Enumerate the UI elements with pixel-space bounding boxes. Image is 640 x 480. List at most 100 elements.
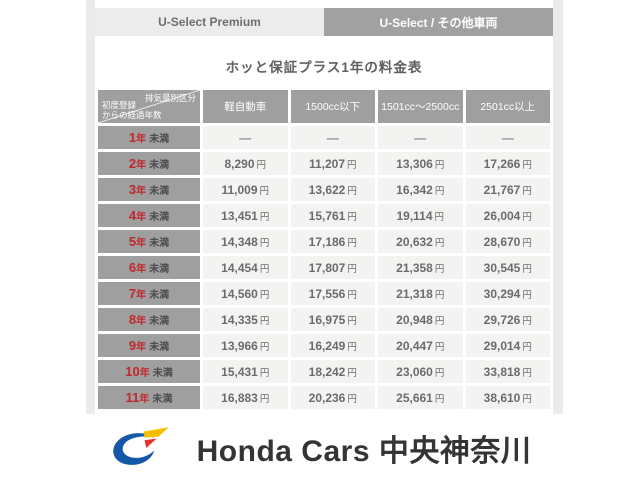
price-value: 25,661 <box>396 390 433 405</box>
price-unit: 円 <box>522 315 532 327</box>
row-label-suffix: 未満 <box>149 185 170 197</box>
price-value: 13,966 <box>221 338 258 353</box>
row-year-unit: 年 <box>136 133 147 145</box>
row-label: 3年 未満 <box>98 178 200 201</box>
price-unit: 円 <box>347 393 357 405</box>
column-header-2501cc: 2501cc以上 <box>465 90 550 123</box>
price-value: 14,348 <box>221 234 258 249</box>
price-unit: 円 <box>259 393 270 405</box>
price-unit: 円 <box>522 393 532 405</box>
row-year-number: 3 <box>128 181 137 197</box>
price-unit: 円 <box>259 263 270 275</box>
row-label-suffix: 未満 <box>149 263 170 275</box>
price-value: 8,290 <box>224 156 255 171</box>
price-unit: 円 <box>434 237 445 249</box>
price-unit: 円 <box>347 185 357 197</box>
price-value: 20,632 <box>396 234 433 249</box>
price-cell: 17,807 円 <box>290 256 375 279</box>
price-unit: 円 <box>259 341 270 353</box>
price-value: 17,266 <box>483 156 521 171</box>
price-value: 20,447 <box>396 338 433 353</box>
price-cell: 25,661 円 <box>378 386 463 409</box>
price-unit: 円 <box>522 211 532 223</box>
tab-u-select-premium[interactable]: U-Select Premium <box>95 8 324 36</box>
price-cell: 16,975 円 <box>290 308 375 331</box>
price-cell: 33,818 円 <box>465 360 550 383</box>
row-label-suffix: 未満 <box>149 237 170 249</box>
page-title: ホッと保証プラス1年の料金表 <box>225 60 423 75</box>
price-unit: 円 <box>347 211 357 223</box>
row-year-unit: 年 <box>136 185 147 197</box>
price-value: 23,060 <box>396 364 433 379</box>
price-unit: 円 <box>259 289 270 301</box>
table-row: 10年 未満 15,431 円 18,242 円 23,060 円 33,818 円 <box>98 360 550 383</box>
price-unit: 円 <box>434 367 445 379</box>
content-area: U-Select Premium U-Select / その他車両 ホッと保証プ… <box>95 0 553 412</box>
price-cell: 29,726 円 <box>465 308 550 331</box>
price-cell: 20,632 円 <box>378 230 463 253</box>
row-year-number: 9 <box>128 337 137 353</box>
price-cell: 16,883 円 <box>203 386 288 409</box>
row-label-suffix: 未満 <box>149 341 170 353</box>
price-value: 16,883 <box>221 390 258 405</box>
row-label: 8年 未満 <box>98 308 200 331</box>
price-value: 30,545 <box>483 260 521 275</box>
price-unit: 円 <box>522 159 532 171</box>
price-value: 14,335 <box>221 312 258 327</box>
table-row: 6年 未満 14,454 円 17,807 円 21,358 円 30,545 円 <box>98 256 550 279</box>
right-gutter <box>553 0 563 414</box>
footer-brand-text: Honda Cars 中央神奈川 <box>196 434 532 468</box>
row-year-unit: 年 <box>136 263 147 275</box>
price-cell: 18,242 円 <box>290 360 375 383</box>
price-cell: 11,207 円 <box>290 152 375 175</box>
price-value: 14,560 <box>221 286 258 301</box>
table-row: 1年 未満 — — — — <box>98 126 550 149</box>
price-value: 18,242 <box>308 364 346 379</box>
price-value: 16,249 <box>308 338 346 353</box>
price-unit: 円 <box>522 341 532 353</box>
empty-price-dash: — <box>414 130 427 145</box>
price-cell: 14,560 円 <box>203 282 288 305</box>
price-cell: 30,294 円 <box>465 282 550 305</box>
row-label: 4年 未満 <box>98 204 200 227</box>
left-gutter <box>86 0 95 414</box>
price-cell: 17,186 円 <box>290 230 375 253</box>
price-value: 17,807 <box>308 260 346 275</box>
price-unit: 円 <box>347 263 357 275</box>
table-row: 9年 未満 13,966 円 16,249 円 20,447 円 29,014 円 <box>98 334 550 357</box>
price-value: 29,726 <box>483 312 521 327</box>
price-value: 16,342 <box>396 182 433 197</box>
price-unit: 円 <box>522 237 532 249</box>
price-value: 13,451 <box>221 208 258 223</box>
price-unit: 円 <box>347 237 357 249</box>
price-unit: 円 <box>434 289 445 301</box>
tab-u-select-other[interactable]: U-Select / その他車両 <box>324 8 553 36</box>
price-cell: 11,009 円 <box>203 178 288 201</box>
row-year-unit: 年 <box>136 159 147 171</box>
price-cell: 20,948 円 <box>378 308 463 331</box>
price-cell: 21,318 円 <box>378 282 463 305</box>
price-unit: 円 <box>259 237 270 249</box>
price-cell: — <box>203 126 288 149</box>
row-label: 9年 未満 <box>98 334 200 357</box>
price-unit: 円 <box>259 367 270 379</box>
plan-tabs: U-Select Premium U-Select / その他車両 <box>95 8 553 36</box>
price-cell: — <box>378 126 463 149</box>
price-value: 17,556 <box>308 286 346 301</box>
price-cell: — <box>465 126 550 149</box>
price-unit: 円 <box>256 159 267 171</box>
table-row: 8年 未満 14,335 円 16,975 円 20,948 円 29,726 円 <box>98 308 550 331</box>
price-unit: 円 <box>347 341 357 353</box>
corner-label-displacement: 排気量別区分 <box>144 93 196 103</box>
table-corner-cell: 排気量別区分 初度登録 からの経過年数 <box>98 90 200 123</box>
price-cell: 17,266 円 <box>465 152 550 175</box>
price-cell: 19,114 円 <box>378 204 463 227</box>
row-label: 7年 未満 <box>98 282 200 305</box>
row-year-unit: 年 <box>136 289 147 301</box>
price-unit: 円 <box>347 289 357 301</box>
table-row: 3年 未満 11,009 円 13,622 円 16,342 円 21,767 円 <box>98 178 550 201</box>
price-unit: 円 <box>434 341 445 353</box>
price-cell: 20,447 円 <box>378 334 463 357</box>
price-unit: 円 <box>522 289 532 301</box>
